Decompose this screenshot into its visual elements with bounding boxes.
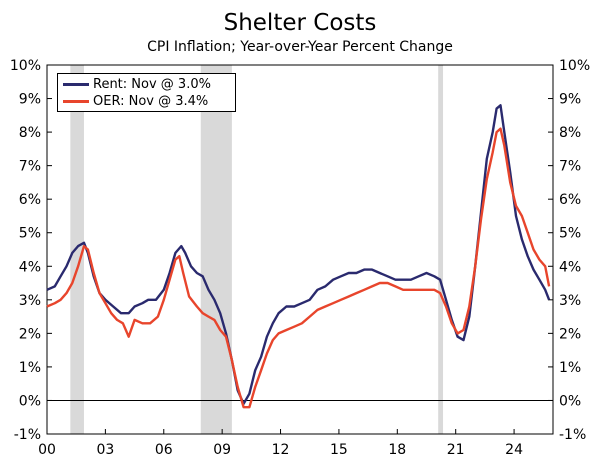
axis-layer: -1% -1% 0% 0% 1% 1% 2% 2% 3% 3% 4% 4% 5% 5% 6% 6% 7% 7% 8%… [10, 58, 590, 458]
y-tick-label-left: -1% [14, 427, 41, 443]
y-tick-label-right: 2% [559, 326, 581, 342]
x-tick-label: 18 [388, 442, 406, 458]
y-tick-label-left: 6% [19, 192, 41, 208]
y-tick-label-left: 0% [19, 393, 41, 409]
y-tick-label-right: 10% [559, 58, 590, 74]
legend-label-oer: OER: Nov @ 3.4% [93, 93, 209, 109]
y-tick-label-right: 4% [559, 259, 581, 275]
series-layer [46, 104, 551, 409]
y-tick-label-right: 5% [559, 226, 581, 242]
chart-subtitle: CPI Inflation; Year-over-Year Percent Ch… [147, 39, 453, 55]
x-tick-label: 12 [272, 442, 290, 458]
x-tick-label: 15 [330, 442, 348, 458]
x-tick-label: 03 [96, 442, 114, 458]
legend-item-oer: OER: Nov @ 3.4% [63, 93, 208, 109]
y-tick-label-right: 9% [559, 92, 581, 108]
y-tick-label-left: 3% [19, 293, 41, 309]
plot-frame [46, 64, 554, 435]
x-tick-label: 21 [447, 442, 465, 458]
y-tick-label-right: 1% [559, 360, 581, 376]
y-tick-label-left: 8% [19, 125, 41, 141]
legend-swatch-rent [63, 82, 89, 86]
y-tick-label-left: 10% [10, 58, 41, 74]
y-tick-label-right: 0% [559, 393, 581, 409]
legend-item-rent: Rent: Nov @ 3.0% [63, 76, 211, 92]
y-tick-label-left: 4% [19, 259, 41, 275]
series-line-0 [46, 104, 551, 405]
legend-swatch-oer [63, 99, 89, 103]
y-tick-label-left: 7% [19, 159, 41, 175]
y-tick-label-right: 3% [559, 293, 581, 309]
recession-shading-layer [70, 65, 444, 434]
y-tick-label-right: -1% [559, 427, 586, 443]
chart-title: Shelter Costs [223, 10, 377, 36]
y-tick-label-left: 1% [19, 360, 41, 376]
y-tick-label-left: 2% [19, 326, 41, 342]
y-tick-label-right: 7% [559, 159, 581, 175]
y-tick-label-right: 6% [559, 192, 581, 208]
x-tick-label: 24 [505, 442, 523, 458]
legend: Rent: Nov @ 3.0% OER: Nov @ 3.4% [57, 73, 236, 112]
x-tick-label: 00 [38, 442, 56, 458]
y-tick-label-left: 5% [19, 226, 41, 242]
recession-band-2 [438, 65, 444, 434]
y-tick-label-left: 9% [19, 92, 41, 108]
x-tick-label: 09 [213, 442, 231, 458]
recession-band-1 [200, 65, 232, 434]
y-tick-label-right: 8% [559, 125, 581, 141]
legend-label-rent: Rent: Nov @ 3.0% [93, 76, 211, 92]
x-tick-label: 06 [155, 442, 173, 458]
recession-band-0 [70, 65, 84, 434]
series-line-1 [46, 127, 551, 409]
